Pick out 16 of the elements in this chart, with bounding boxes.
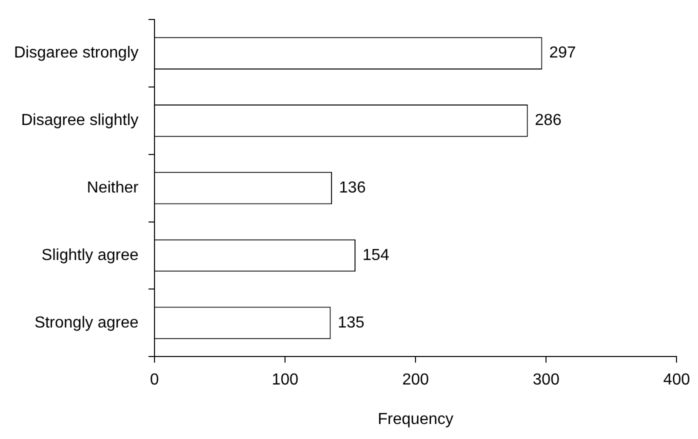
- data-label: 154: [362, 246, 390, 264]
- x-tick-label: 300: [532, 372, 560, 389]
- y-tick-label: Disgaree strongly: [14, 44, 138, 62]
- y-tick-label: Neither: [86, 180, 140, 197]
- data-label: 136: [339, 180, 366, 197]
- data-label: 286: [534, 112, 562, 130]
- y-tick-label: Disagree slightly: [21, 112, 138, 130]
- y-tick-label: Slightly agree: [42, 246, 139, 264]
- x-tick-label: 100: [272, 372, 298, 389]
- x-tick-label: 400: [663, 372, 690, 389]
- data-label: 135: [338, 314, 365, 332]
- y-tick-label: Strongly agree: [34, 314, 139, 332]
- x-axis-title: Frequency: [378, 410, 454, 428]
- data-label: 297: [549, 44, 576, 62]
- x-tick-label: 200: [402, 372, 430, 389]
- x-tick-label: 0: [150, 372, 160, 389]
